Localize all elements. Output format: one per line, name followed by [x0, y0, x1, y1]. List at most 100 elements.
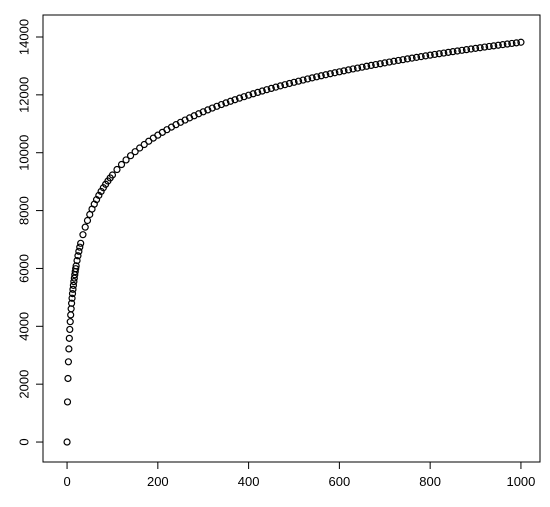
x-tick-label: 200: [147, 474, 169, 489]
point: [208, 104, 216, 112]
point: [304, 75, 312, 83]
point: [108, 171, 117, 179]
point: [195, 110, 203, 118]
point: [281, 81, 289, 89]
point: [67, 311, 75, 319]
point: [358, 63, 366, 71]
point: [431, 50, 439, 59]
point: [399, 56, 407, 64]
point: [226, 97, 235, 105]
point: [69, 281, 78, 289]
point: [444, 48, 452, 56]
point: [113, 165, 121, 174]
point: [435, 50, 443, 58]
point: [363, 62, 371, 70]
point: [83, 216, 92, 225]
y-tick-label: 14000: [16, 19, 31, 55]
point: [467, 45, 475, 53]
point: [499, 41, 507, 49]
point: [313, 73, 321, 81]
point: [76, 243, 84, 251]
plot-frame: [42, 14, 541, 463]
point: [494, 41, 502, 49]
y-tick-label: 6000: [16, 254, 31, 283]
point: [331, 69, 339, 77]
point: [64, 374, 72, 383]
point: [67, 299, 76, 307]
point: [79, 231, 87, 239]
point: [75, 247, 83, 255]
point: [199, 108, 207, 116]
point: [503, 40, 511, 48]
point: [68, 290, 77, 298]
point: [403, 55, 412, 63]
point: [258, 87, 266, 95]
point: [74, 252, 82, 260]
point: [65, 334, 73, 342]
x-tick-label: 800: [419, 474, 441, 489]
point: [267, 84, 275, 93]
point: [367, 61, 375, 69]
point: [63, 398, 72, 406]
point: [122, 156, 130, 164]
point: [131, 148, 139, 156]
y-tick-label: 12000: [16, 77, 31, 113]
point: [335, 68, 343, 76]
point: [136, 144, 144, 152]
point: [485, 42, 493, 51]
y-tick-label: 4000: [16, 312, 31, 341]
point: [299, 76, 307, 84]
point: [517, 38, 525, 46]
point: [408, 54, 416, 62]
point: [326, 70, 334, 78]
point: [65, 345, 73, 353]
point: [308, 74, 316, 82]
point: [349, 65, 357, 73]
point: [458, 46, 466, 54]
x-tick-label: 0: [63, 474, 70, 489]
point: [453, 47, 461, 55]
point: [240, 93, 248, 101]
point: [490, 42, 498, 50]
x-tick-label: 1000: [506, 474, 535, 489]
point: [276, 82, 284, 90]
point: [222, 99, 230, 107]
point: [231, 96, 239, 104]
y-tick-label: 8000: [16, 196, 31, 225]
point: [285, 79, 294, 88]
point: [272, 83, 280, 91]
point: [66, 318, 74, 326]
point: [126, 152, 135, 160]
point: [376, 60, 384, 68]
point: [381, 59, 389, 67]
point: [66, 325, 74, 334]
point: [294, 77, 303, 85]
point: [344, 66, 353, 74]
point: [217, 100, 225, 109]
point: [372, 60, 380, 69]
point: [449, 48, 457, 56]
point: [249, 90, 257, 98]
point: [263, 86, 271, 94]
point: [290, 78, 298, 86]
point: [204, 106, 212, 114]
point: [245, 91, 253, 99]
point: [471, 44, 480, 52]
point: [254, 88, 262, 96]
point: [81, 223, 89, 231]
point: [64, 358, 73, 366]
x-tick-label: 400: [238, 474, 260, 489]
point: [72, 265, 80, 273]
point: [77, 239, 85, 247]
y-tick-label: 10000: [16, 135, 31, 171]
point: [213, 102, 221, 110]
point: [390, 57, 398, 65]
point: [68, 294, 76, 302]
point: [69, 285, 77, 293]
point: [385, 58, 393, 66]
point: [63, 438, 71, 446]
point: [353, 64, 362, 72]
point: [417, 53, 425, 61]
point: [95, 191, 103, 199]
